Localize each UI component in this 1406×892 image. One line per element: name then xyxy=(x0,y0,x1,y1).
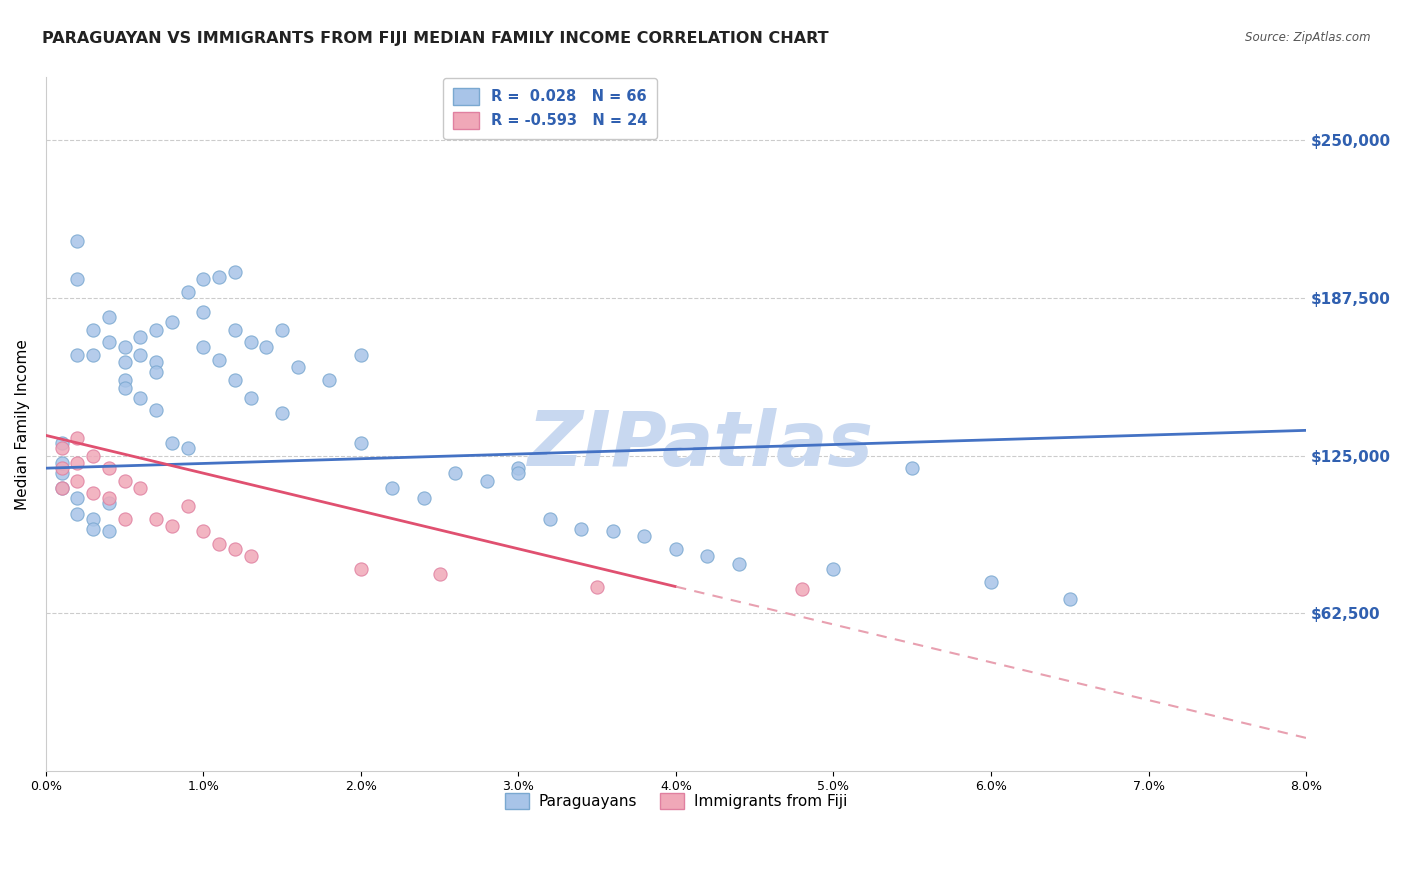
Point xyxy=(208,352,231,367)
Point xyxy=(381,481,404,495)
Point xyxy=(114,474,136,488)
Point xyxy=(160,519,183,533)
Point xyxy=(82,511,104,525)
Point xyxy=(177,441,200,455)
Point xyxy=(271,322,294,336)
Point xyxy=(160,315,183,329)
Point xyxy=(538,511,561,525)
Point xyxy=(350,436,373,450)
Point xyxy=(51,467,73,481)
Point xyxy=(114,355,136,369)
Point xyxy=(224,322,246,336)
Point xyxy=(602,524,624,539)
Point xyxy=(350,348,373,362)
Point xyxy=(508,461,530,475)
Text: PARAGUAYAN VS IMMIGRANTS FROM FIJI MEDIAN FAMILY INCOME CORRELATION CHART: PARAGUAYAN VS IMMIGRANTS FROM FIJI MEDIA… xyxy=(42,31,828,46)
Point xyxy=(82,348,104,362)
Point xyxy=(145,511,167,525)
Point xyxy=(350,562,373,576)
Point xyxy=(98,310,121,324)
Point xyxy=(239,549,262,564)
Point xyxy=(66,491,89,506)
Point xyxy=(114,373,136,387)
Point xyxy=(429,567,451,582)
Point xyxy=(193,272,215,286)
Point xyxy=(145,322,167,336)
Point xyxy=(51,441,73,455)
Point xyxy=(66,474,89,488)
Point xyxy=(145,355,167,369)
Point xyxy=(208,537,231,551)
Point xyxy=(129,391,152,405)
Point xyxy=(129,348,152,362)
Point xyxy=(633,529,655,543)
Point xyxy=(508,467,530,481)
Point xyxy=(696,549,718,564)
Point xyxy=(224,541,246,556)
Point xyxy=(51,456,73,470)
Point xyxy=(586,580,609,594)
Point xyxy=(256,340,278,354)
Point xyxy=(1059,592,1081,607)
Y-axis label: Median Family Income: Median Family Income xyxy=(15,339,30,509)
Point xyxy=(82,449,104,463)
Point xyxy=(728,557,751,571)
Point xyxy=(901,461,924,475)
Point xyxy=(66,507,89,521)
Point xyxy=(82,486,104,500)
Point xyxy=(145,365,167,379)
Point xyxy=(129,481,152,495)
Point xyxy=(287,360,309,375)
Point xyxy=(66,235,89,249)
Point xyxy=(177,499,200,513)
Point xyxy=(224,373,246,387)
Point xyxy=(114,511,136,525)
Point xyxy=(239,391,262,405)
Point xyxy=(413,491,436,506)
Point xyxy=(98,335,121,350)
Point xyxy=(790,582,813,597)
Point xyxy=(66,348,89,362)
Point xyxy=(980,574,1002,589)
Point xyxy=(51,461,73,475)
Point xyxy=(193,305,215,319)
Legend: Paraguayans, Immigrants from Fiji: Paraguayans, Immigrants from Fiji xyxy=(499,787,853,815)
Point xyxy=(318,373,340,387)
Point xyxy=(51,481,73,495)
Point xyxy=(193,524,215,539)
Point xyxy=(823,562,845,576)
Point xyxy=(51,436,73,450)
Point xyxy=(51,481,73,495)
Point xyxy=(271,406,294,420)
Text: ZIPatlas: ZIPatlas xyxy=(529,408,875,482)
Point xyxy=(160,436,183,450)
Point xyxy=(475,474,498,488)
Point xyxy=(177,285,200,299)
Point xyxy=(98,496,121,510)
Point xyxy=(82,522,104,536)
Point xyxy=(145,403,167,417)
Point xyxy=(444,467,467,481)
Point xyxy=(129,330,152,344)
Point xyxy=(193,340,215,354)
Point xyxy=(665,541,688,556)
Point xyxy=(66,456,89,470)
Point xyxy=(82,322,104,336)
Point xyxy=(66,272,89,286)
Point xyxy=(98,491,121,506)
Point xyxy=(98,461,121,475)
Point xyxy=(98,524,121,539)
Point xyxy=(114,380,136,394)
Text: Source: ZipAtlas.com: Source: ZipAtlas.com xyxy=(1246,31,1371,45)
Point xyxy=(66,431,89,445)
Point xyxy=(114,340,136,354)
Point xyxy=(239,335,262,350)
Point xyxy=(208,269,231,284)
Point xyxy=(224,264,246,278)
Point xyxy=(571,522,593,536)
